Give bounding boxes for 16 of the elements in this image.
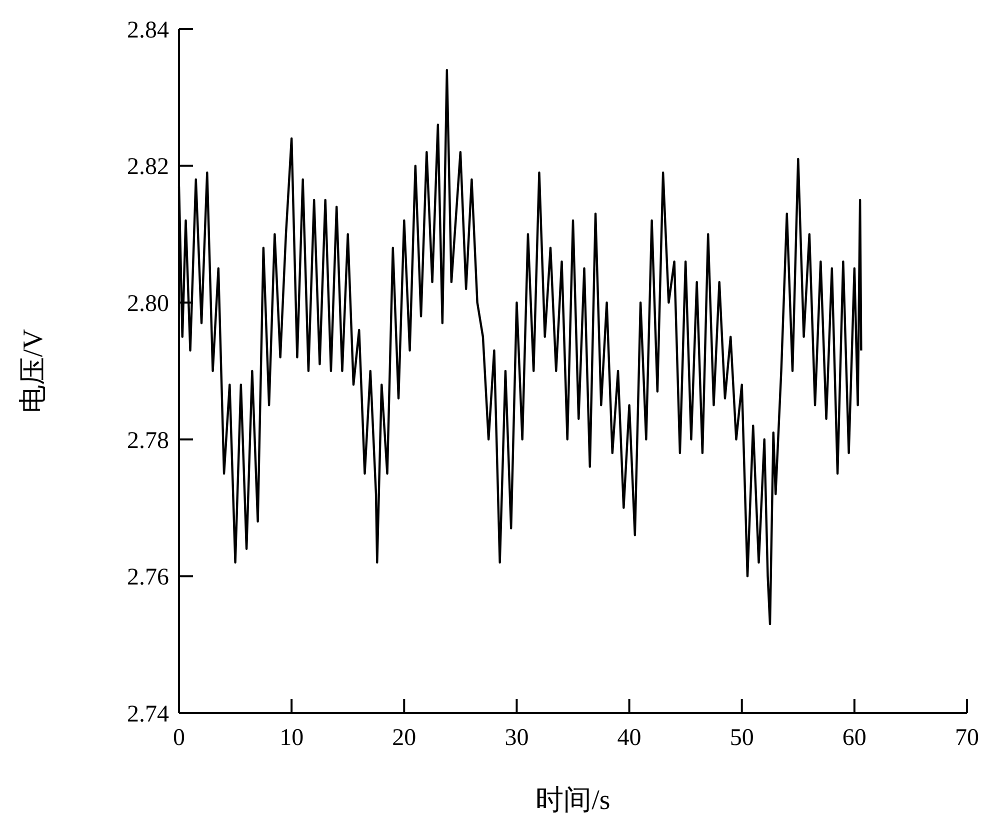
x-tick-label: 0 xyxy=(173,725,185,751)
x-tick-label: 10 xyxy=(280,725,304,751)
x-tick-label: 70 xyxy=(955,725,979,751)
x-tick-label: 40 xyxy=(617,725,642,751)
y-tick-label: 2.80 xyxy=(127,291,169,317)
y-tick-label: 2.82 xyxy=(127,154,169,180)
y-tick-label: 2.84 xyxy=(127,17,169,44)
y-axis-title: 电压/V xyxy=(18,329,49,413)
y-tick-label: 2.74 xyxy=(127,701,169,728)
x-tick-label: 20 xyxy=(392,725,416,751)
y-tick-label: 2.76 xyxy=(127,564,169,591)
x-tick-label: 50 xyxy=(730,725,754,751)
x-tick-label: 60 xyxy=(842,725,866,751)
x-axis-title: 时间/s xyxy=(536,785,610,816)
y-tick-label: 2.78 xyxy=(127,428,169,454)
x-tick-label: 30 xyxy=(504,725,529,751)
